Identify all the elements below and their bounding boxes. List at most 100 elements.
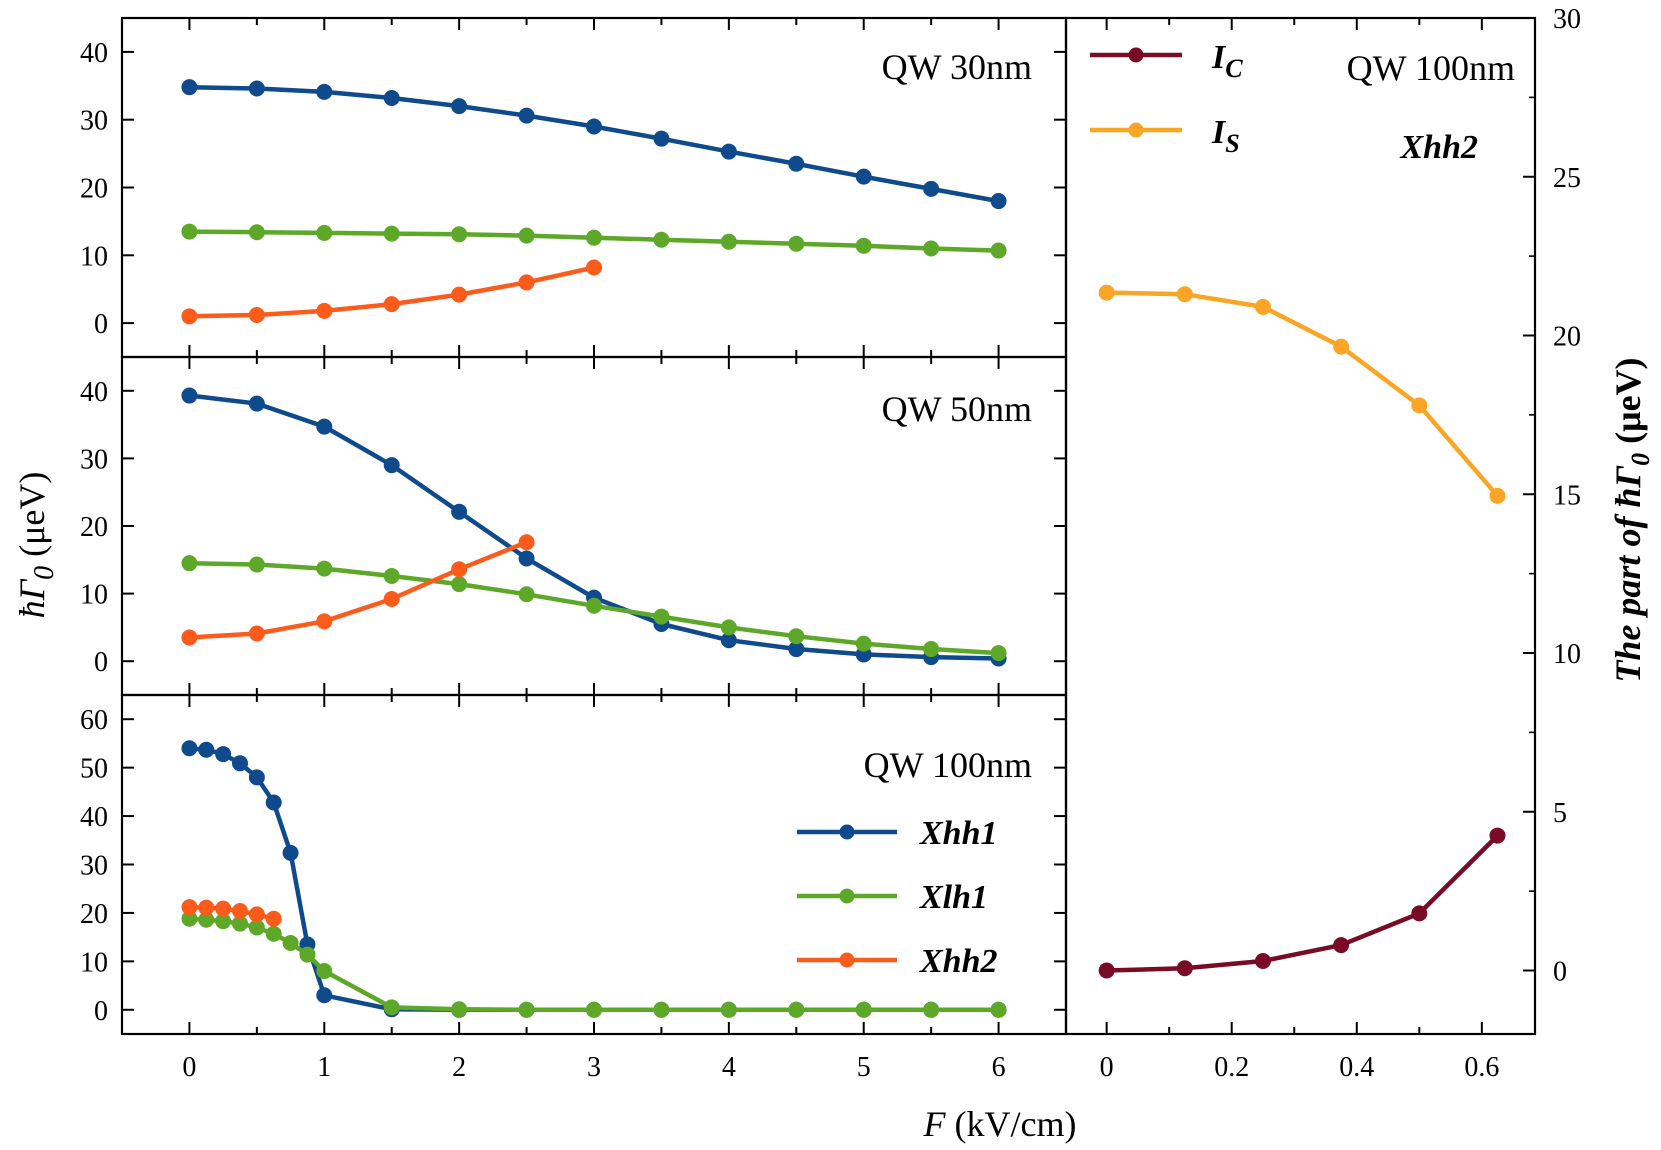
x-tick-label: 0.2 <box>1214 1052 1249 1083</box>
y-tick-label: 30 <box>1553 4 1581 35</box>
data-point <box>181 629 198 646</box>
data-point <box>248 919 265 936</box>
legend-label-xhh2: Xhh2 <box>919 943 998 980</box>
y-tick-label: 20 <box>80 512 108 543</box>
data-point <box>383 568 400 585</box>
data-point <box>518 550 535 567</box>
panel-right: 0 5 10 15 20 25 30 0 0.2 0.4 0.6 <box>1064 4 1581 1083</box>
x-tick-label: 3 <box>587 1052 601 1083</box>
data-point <box>1176 286 1193 303</box>
y-tick-label: 30 <box>80 851 108 882</box>
data-point <box>990 645 1007 662</box>
x-tick-label: 1 <box>317 1052 331 1083</box>
series-xhh1 <box>181 79 1007 210</box>
y-tick-label: 20 <box>80 899 108 930</box>
legend-label-xlh1: Xlh1 <box>919 879 988 916</box>
data-point <box>1489 487 1506 504</box>
data-point <box>923 641 940 658</box>
legend-marker-xhh2 <box>839 952 855 968</box>
data-point <box>265 925 282 942</box>
data-point <box>181 555 198 572</box>
data-point <box>316 963 333 980</box>
series-line <box>1106 290 1500 498</box>
data-point <box>518 227 535 244</box>
data-point <box>451 1001 468 1018</box>
series-line <box>189 540 528 640</box>
data-point <box>181 79 198 96</box>
y-tick-label: 0 <box>1553 957 1567 988</box>
data-point <box>383 296 400 313</box>
right-annotation: Xhh2 <box>1400 129 1479 166</box>
x-tick-label: 5 <box>857 1052 871 1083</box>
data-point <box>316 302 333 319</box>
data-point <box>248 625 265 642</box>
panel-title-qw100: QW 100nm <box>864 745 1032 785</box>
data-point <box>855 237 872 254</box>
data-point <box>653 1001 670 1018</box>
data-point <box>518 534 535 551</box>
data-point <box>215 913 232 930</box>
series-line <box>189 393 999 661</box>
data-point <box>248 80 265 97</box>
data-point <box>383 225 400 242</box>
series-i-s <box>1098 284 1506 504</box>
data-point <box>1333 338 1350 355</box>
y-tick-label: 10 <box>80 947 108 978</box>
series-xhh2 <box>181 534 535 646</box>
data-point <box>282 934 299 951</box>
y-tick-label: 50 <box>80 754 108 785</box>
y-axis-label-right: The part of ħΓ0 (μeV) <box>1608 357 1655 682</box>
y-tick-label: 60 <box>80 705 108 736</box>
panel-title-qw50: QW 50nm <box>882 389 1032 429</box>
data-point <box>855 635 872 652</box>
data-point <box>653 130 670 147</box>
y-tick-label: 10 <box>80 241 108 272</box>
data-point <box>316 987 333 1004</box>
data-point <box>653 608 670 625</box>
series-line <box>189 746 999 1013</box>
overlays: QW 30nm QW 50nm QW 100nm QW 100nm Xhh2 X… <box>12 39 1655 1144</box>
data-point <box>282 844 299 861</box>
data-point <box>788 1001 805 1018</box>
legend-marker-ic <box>1128 47 1144 63</box>
data-point <box>451 226 468 243</box>
panel-qw100: 0 10 20 30 40 50 60 0 1 2 3 4 5 6 <box>80 693 1068 1083</box>
data-point <box>451 286 468 303</box>
data-point <box>720 632 737 649</box>
data-point <box>316 560 333 577</box>
legend-marker-xhh1 <box>839 824 855 840</box>
data-point <box>1176 960 1193 977</box>
data-point <box>265 794 282 811</box>
data-point <box>181 899 198 916</box>
data-point <box>316 418 333 435</box>
data-point <box>215 746 232 763</box>
panel-title-qw30: QW 30nm <box>882 47 1032 87</box>
y-tick-label: 30 <box>80 444 108 475</box>
data-point <box>1254 298 1271 315</box>
data-point <box>248 556 265 573</box>
series-xhh1 <box>181 387 1007 667</box>
y-axis-label-left: ħΓ0 (μeV) <box>12 472 60 619</box>
data-point <box>990 242 1007 259</box>
panel-qw30: 0 10 20 30 40 <box>80 16 1068 359</box>
data-point <box>586 259 602 276</box>
y-tick-label: 40 <box>80 802 108 833</box>
y-tick-label: 10 <box>80 580 108 611</box>
data-point <box>788 235 805 252</box>
data-point <box>1411 905 1428 922</box>
data-point <box>215 900 232 917</box>
series-xhh2 <box>181 899 282 927</box>
data-point <box>248 224 265 241</box>
data-point <box>451 576 468 593</box>
data-point <box>518 107 535 124</box>
data-point <box>720 619 737 636</box>
legend-label-ic: IC <box>1211 39 1243 83</box>
series-line <box>189 84 1000 204</box>
data-point <box>1254 952 1271 969</box>
data-point <box>720 233 737 250</box>
data-point <box>198 911 215 928</box>
legend-left: Xhh1 Xlh1 Xhh2 <box>797 815 998 980</box>
data-point <box>855 1001 872 1018</box>
y-tick-label: 0 <box>94 996 108 1027</box>
